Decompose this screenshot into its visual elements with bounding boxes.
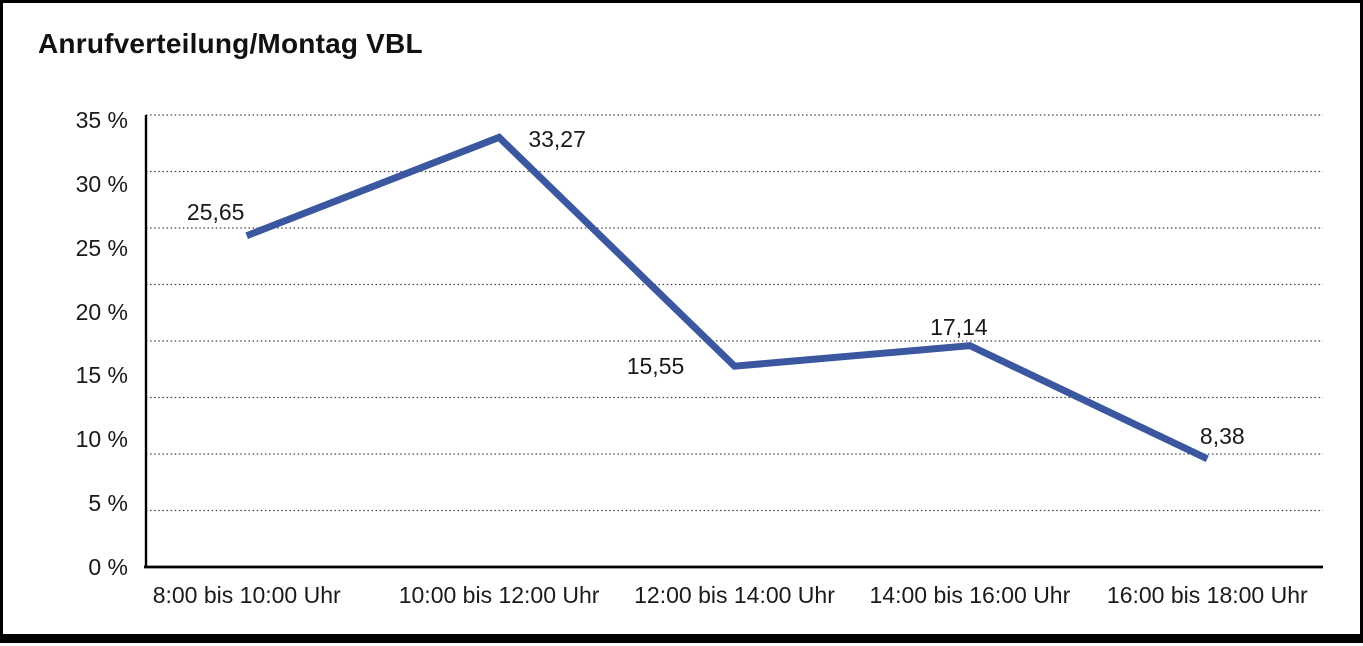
data-point-label: 33,27 <box>528 126 586 153</box>
x-axis-label: 14:00 bis 16:00 Uhr <box>869 582 1071 608</box>
y-axis-tick-label: 5 % <box>88 490 128 517</box>
data-point-label: 8,38 <box>1199 422 1245 449</box>
data-point-label: 17,14 <box>930 313 988 340</box>
x-axis-label: 16:00 bis 18:00 Uhr <box>1106 582 1308 608</box>
x-axis-label: 10:00 bis 12:00 Uhr <box>398 582 600 608</box>
y-axis-tick-label: 15 % <box>75 362 128 389</box>
y-axis-tick-label: 10 % <box>75 426 128 453</box>
chart-title: Anrufverteilung/Montag VBL <box>38 28 423 59</box>
y-axis-tick-label: 25 % <box>75 234 128 261</box>
x-axis-label: 8:00 bis 10:00 Uhr <box>152 582 341 608</box>
y-axis-tick-label: 30 % <box>75 170 128 197</box>
x-axis-label: 12:00 bis 14:00 Uhr <box>634 582 835 608</box>
y-axis-tick-label: 0 % <box>88 554 128 580</box>
y-axis-tick-label: 20 % <box>75 298 128 325</box>
data-line <box>245 133 1209 462</box>
data-point-label: 25,65 <box>186 198 245 225</box>
data-point-label: 15,55 <box>626 353 685 380</box>
y-axis-tick-label: 35 % <box>75 107 128 133</box>
